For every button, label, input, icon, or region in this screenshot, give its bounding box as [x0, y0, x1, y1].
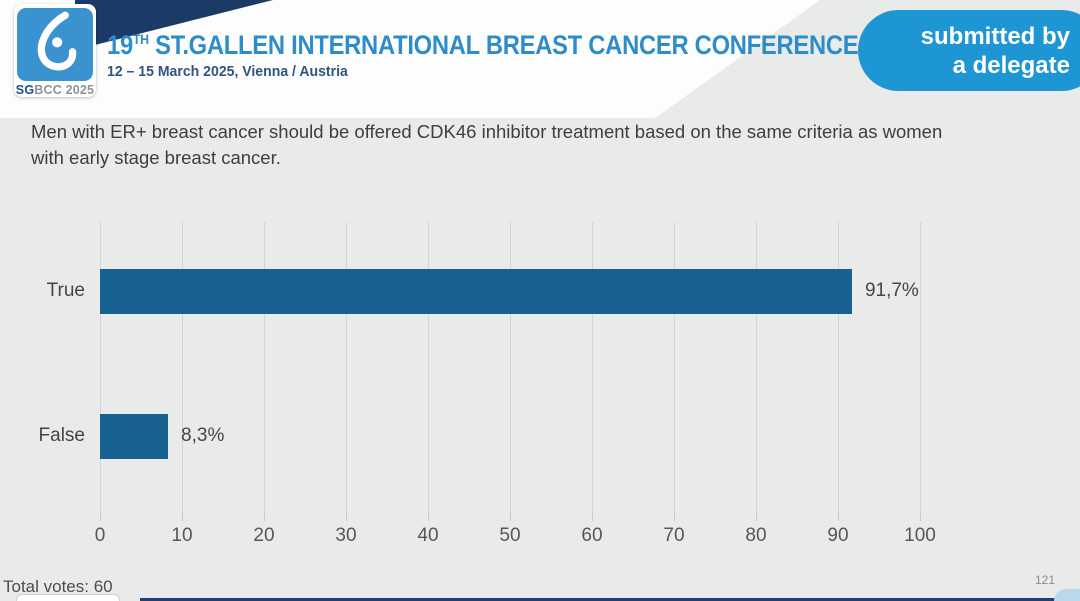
tick-label-60: 60: [581, 525, 603, 546]
tick-label-100: 100: [904, 525, 936, 546]
poll-question: Men with ER+ breast cancer should be off…: [31, 121, 943, 168]
tick-label-70: 70: [663, 525, 685, 546]
conference-title: 19TH ST.GALLEN INTERNATIONAL BREAST CANC…: [107, 30, 917, 60]
gridline-70: [674, 222, 675, 512]
tickmark-40: [428, 512, 429, 521]
gridline-10: [182, 222, 183, 512]
tickmark-90: [838, 512, 839, 521]
tickmark-10: [182, 512, 183, 521]
conference-logo: SGBCC 2025: [14, 4, 96, 97]
conference-subtitle: 12 – 15 March 2025, Vienna / Austria: [107, 64, 348, 80]
tick-label-50: 50: [499, 525, 521, 546]
tick-label-20: 20: [253, 525, 275, 546]
tick-label-0: 0: [94, 525, 106, 546]
bar-false: [100, 414, 169, 459]
tickmark-30: [346, 512, 347, 521]
gridline-80: [756, 222, 757, 512]
tickmark-50: [510, 512, 511, 521]
tickmark-20: [264, 512, 265, 521]
tickmark-0: [100, 512, 101, 521]
logo-breast-icon: [17, 8, 93, 81]
bottom-progress-strip: [140, 598, 1080, 601]
corner-decoration: [1054, 589, 1080, 601]
gridline-20: [264, 222, 265, 512]
gridline-0: [100, 222, 101, 512]
logo-bcc-text: BCC 2025: [34, 83, 95, 97]
badge-line-1: submitted by: [920, 22, 1070, 50]
gridline-50: [510, 222, 511, 512]
bottom-overlay-tab: [16, 594, 120, 601]
gridline-60: [592, 222, 593, 512]
tick-label-90: 90: [827, 525, 849, 546]
tick-label-30: 30: [335, 525, 357, 546]
gridline-30: [346, 222, 347, 512]
gridline-90: [838, 222, 839, 512]
tick-label-80: 80: [745, 525, 767, 546]
logo-caption: SGBCC 2025: [14, 83, 96, 97]
gridline-100: [920, 222, 921, 512]
total-votes-label: Total votes: 60: [3, 577, 113, 596]
category-label-false: False: [38, 424, 85, 446]
tick-label-10: 10: [171, 525, 193, 546]
value-label-false: 8,3%: [181, 424, 225, 446]
tickmark-80: [756, 512, 757, 521]
tickmark-70: [674, 512, 675, 521]
gridline-40: [428, 222, 429, 512]
tickmark-60: [592, 512, 593, 521]
tick-label-40: 40: [417, 525, 439, 546]
value-label-true: 91,7%: [864, 279, 919, 301]
submitted-by-badge: submitted by a delegate: [858, 10, 1080, 91]
tickmark-100: [920, 512, 921, 521]
title-ordinal: TH: [132, 31, 149, 47]
badge-line-2: a delegate: [952, 51, 1070, 79]
bar-true: [100, 269, 852, 314]
page-number: 121: [1035, 573, 1056, 587]
logo-sg-text: SG: [15, 83, 35, 97]
category-label-true: True: [46, 279, 85, 301]
